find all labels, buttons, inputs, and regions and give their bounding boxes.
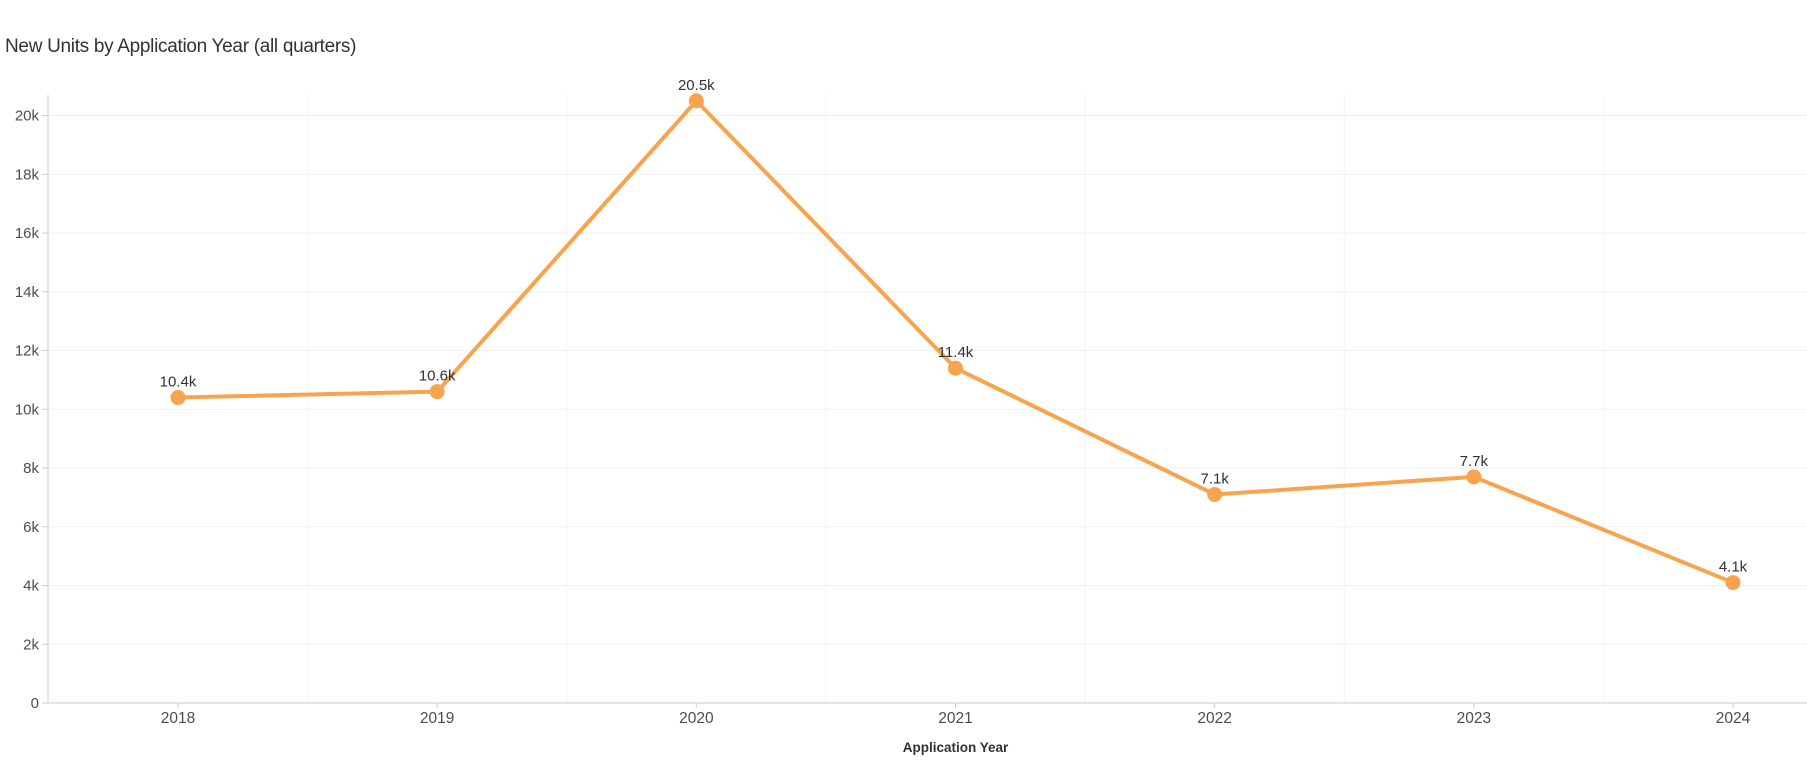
data-point-2018[interactable] xyxy=(170,390,186,406)
data-point-label: 10.6k xyxy=(419,368,456,385)
x-tick-label: 2018 xyxy=(161,710,195,727)
x-axis-title: Application Year xyxy=(903,740,1009,755)
y-tick-label: 20k xyxy=(15,108,40,125)
data-point-label: 7.1k xyxy=(1200,470,1229,487)
y-tick-label: 8k xyxy=(23,460,39,477)
y-tick-label: 12k xyxy=(15,343,40,360)
data-point-2023[interactable] xyxy=(1466,469,1482,485)
data-point-2021[interactable] xyxy=(948,360,963,376)
data-point-2020[interactable] xyxy=(688,93,704,109)
y-tick-label: 10k xyxy=(15,401,40,418)
series-line xyxy=(176,98,1735,585)
data-point-2022[interactable] xyxy=(1207,486,1223,502)
y-tick-label: 14k xyxy=(15,284,40,301)
x-tick-label: 2022 xyxy=(1197,710,1231,727)
x-tick-label: 2024 xyxy=(1716,710,1751,727)
y-tick-label: 4k xyxy=(23,578,39,595)
data-point-label: 20.5k xyxy=(678,77,715,94)
x-tick-label: 2023 xyxy=(1457,710,1491,727)
data-point-label: 10.4k xyxy=(160,374,197,391)
y-tick-label: 6k xyxy=(23,519,39,536)
data-point-2024[interactable] xyxy=(1725,575,1741,591)
data-point-2019[interactable] xyxy=(429,384,445,400)
data-point-label: 4.1k xyxy=(1719,559,1748,576)
x-tick-label: 2021 xyxy=(938,710,972,727)
y-tick-label: 2k xyxy=(23,636,39,653)
y-tick-label: 0 xyxy=(31,695,39,712)
y-tick-label: 16k xyxy=(15,225,40,242)
y-tick-label: 18k xyxy=(15,166,40,183)
data-point-label: 7.7k xyxy=(1460,453,1489,470)
data-point-label: 11.4k xyxy=(938,344,974,361)
x-tick-label: 2020 xyxy=(679,710,714,727)
chart-title: New Units by Application Year (all quart… xyxy=(5,36,357,57)
x-tick-label: 2019 xyxy=(420,710,454,727)
